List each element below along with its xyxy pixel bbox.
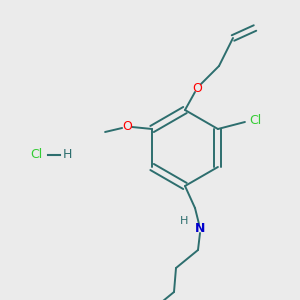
Text: H: H — [63, 148, 72, 161]
Text: O: O — [192, 82, 202, 94]
Text: Cl: Cl — [249, 115, 261, 128]
Text: N: N — [195, 221, 205, 235]
Text: H: H — [180, 216, 188, 226]
Text: Cl: Cl — [30, 148, 42, 161]
Text: O: O — [122, 121, 132, 134]
